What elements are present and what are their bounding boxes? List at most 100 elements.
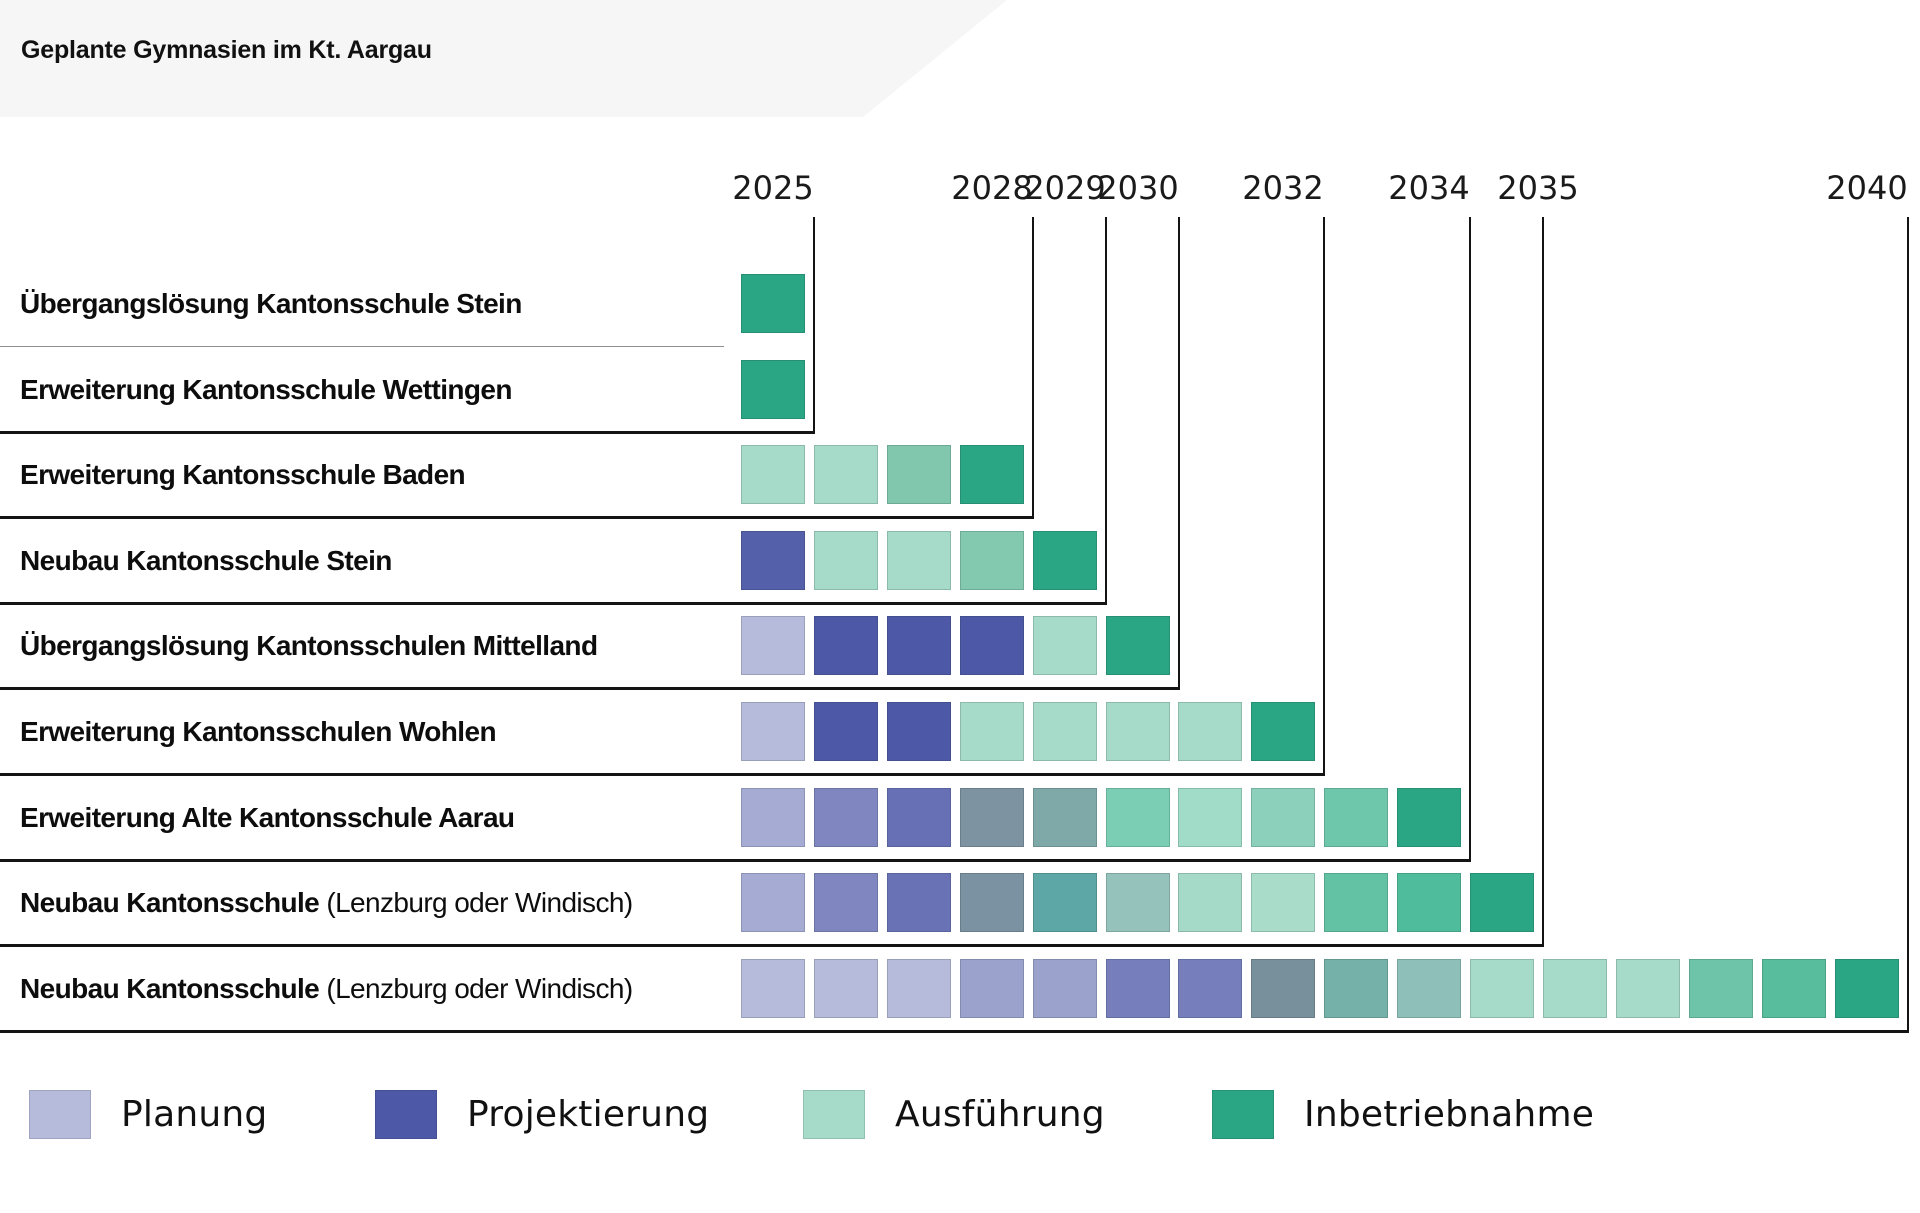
phase-cell [1106, 959, 1170, 1018]
legend-label-projektierung: Projektierung [467, 1094, 710, 1135]
phase-cell [1470, 959, 1534, 1018]
phase-cell [1835, 959, 1899, 1018]
legend-label-inbetriebnahme: Inbetriebnahme [1304, 1094, 1595, 1135]
phase-cell [814, 531, 878, 590]
year-label: 2040 [1826, 169, 1908, 207]
year-gridline [1105, 217, 1107, 605]
phase-cell [1178, 959, 1242, 1018]
year-label: 2032 [1242, 169, 1324, 207]
row-separator [0, 687, 1180, 690]
phase-cell [1397, 873, 1461, 932]
phase-cell [1324, 873, 1388, 932]
row-label-main: Erweiterung Kantonsschule Wettingen [20, 373, 512, 405]
phase-cell [960, 445, 1024, 504]
row-separator [0, 944, 1544, 947]
year-label: 2029 [1024, 169, 1106, 207]
row-label-main: Neubau Kantonsschule Stein [20, 544, 392, 576]
year-gridline [1032, 217, 1034, 519]
phase-cell [741, 788, 805, 847]
phase-cell [1178, 788, 1242, 847]
phase-cell [741, 445, 805, 504]
year-label: 2025 [732, 169, 814, 207]
phase-cell [1251, 788, 1315, 847]
row-separator [0, 1030, 1909, 1033]
row-label-suffix: (Lenzburg oder Windisch) [319, 886, 633, 918]
phase-cell [887, 873, 951, 932]
year-label: 2034 [1388, 169, 1470, 207]
phase-cell [960, 616, 1024, 675]
year-label: 2028 [951, 169, 1033, 207]
phase-cell [814, 702, 878, 761]
phase-cell [1178, 702, 1242, 761]
year-gridline [1907, 217, 1909, 1033]
phase-cell [741, 616, 805, 675]
phase-cell [887, 445, 951, 504]
year-label: 2035 [1497, 169, 1579, 207]
phase-cell [814, 959, 878, 1018]
page-title: Geplante Gymnasien im Kt. Aargau [21, 36, 432, 64]
phase-cell [960, 702, 1024, 761]
phase-cell [1033, 873, 1097, 932]
phase-cell [960, 959, 1024, 1018]
row-label-main: Übergangslösung Kantonsschule Stein [20, 287, 522, 319]
row-label-suffix: (Lenzburg oder Windisch) [319, 972, 633, 1004]
row-label: Neubau Kantonsschule (Lenzburg oder Wind… [20, 887, 633, 919]
row-label: Erweiterung Alte Kantonsschule Aarau [20, 801, 515, 834]
row-separator [0, 859, 1471, 862]
phase-cell [960, 873, 1024, 932]
phase-cell [1033, 531, 1097, 590]
phase-cell [1616, 959, 1680, 1018]
phase-cell [1251, 702, 1315, 761]
legend-item-projektierung: Projektierung [375, 1090, 709, 1139]
legend-swatch-inbetriebnahme [1212, 1090, 1274, 1139]
phase-cell [1033, 702, 1097, 761]
year-gridline [1178, 217, 1180, 690]
phase-cell [741, 360, 805, 419]
phase-cell [887, 616, 951, 675]
legend-item-planung: Planung [29, 1090, 267, 1139]
row-label: Erweiterung Kantonsschulen Wohlen [20, 715, 497, 748]
phase-cell [1106, 702, 1170, 761]
legend-swatch-projektierung [375, 1090, 437, 1139]
phase-cell [1324, 788, 1388, 847]
phase-cell [1397, 788, 1461, 847]
row-label: Neubau Kantonsschule Stein [20, 545, 392, 577]
phase-cell [1397, 959, 1461, 1018]
phase-cell [1689, 959, 1753, 1018]
row-separator [0, 346, 724, 347]
phase-cell [1762, 959, 1826, 1018]
legend-item-inbetriebnahme: Inbetriebnahme [1212, 1090, 1594, 1139]
phase-cell [1324, 959, 1388, 1018]
phase-cell [1033, 959, 1097, 1018]
phase-cell [1470, 873, 1534, 932]
row-label-main: Erweiterung Kantonsschule Baden [20, 458, 466, 490]
phase-cell [814, 616, 878, 675]
legend-swatch-ausfuehrung [803, 1090, 865, 1139]
phase-cell [814, 445, 878, 504]
year-gridline [813, 217, 815, 434]
row-label-main: Erweiterung Kantonsschulen Wohlen [20, 715, 497, 747]
row-label-main: Übergangslösung Kantonsschulen Mittellan… [20, 629, 598, 661]
phase-cell [1106, 788, 1170, 847]
legend-label-planung: Planung [121, 1094, 268, 1135]
phase-cell [741, 873, 805, 932]
phase-cell [814, 788, 878, 847]
row-label: Übergangslösung Kantonsschule Stein [20, 288, 522, 320]
phase-cell [1106, 616, 1170, 675]
row-separator [0, 431, 815, 434]
row-label-main: Neubau Kantonsschule [20, 972, 320, 1004]
year-gridline [1323, 217, 1325, 776]
phase-cell [1033, 616, 1097, 675]
year-gridline [1542, 217, 1544, 947]
phase-cell [960, 788, 1024, 847]
phase-cell [1178, 873, 1242, 932]
phase-cell [1033, 788, 1097, 847]
year-label: 2030 [1097, 169, 1179, 207]
phase-cell [1106, 873, 1170, 932]
row-label: Erweiterung Kantonsschule Baden [20, 458, 466, 491]
phase-cell [1251, 959, 1315, 1018]
row-label-main: Erweiterung Alte Kantonsschule Aarau [20, 801, 515, 833]
phase-cell [741, 531, 805, 590]
phase-cell [814, 873, 878, 932]
phase-cell [741, 274, 805, 333]
